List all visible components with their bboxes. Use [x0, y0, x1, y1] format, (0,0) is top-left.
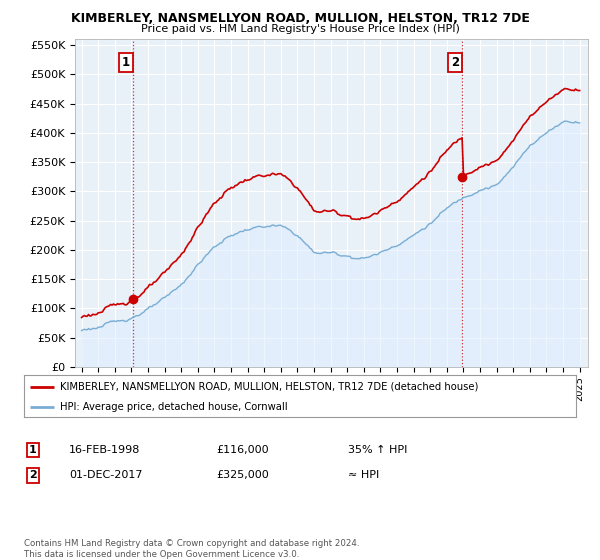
Text: 1: 1	[29, 445, 37, 455]
Text: 1: 1	[122, 55, 130, 68]
Text: KIMBERLEY, NANSMELLYON ROAD, MULLION, HELSTON, TR12 7DE: KIMBERLEY, NANSMELLYON ROAD, MULLION, HE…	[71, 12, 529, 25]
Text: £325,000: £325,000	[216, 470, 269, 480]
Text: KIMBERLEY, NANSMELLYON ROAD, MULLION, HELSTON, TR12 7DE (detached house): KIMBERLEY, NANSMELLYON ROAD, MULLION, HE…	[60, 382, 478, 392]
Text: HPI: Average price, detached house, Cornwall: HPI: Average price, detached house, Corn…	[60, 402, 287, 412]
Text: 2: 2	[451, 55, 459, 68]
Text: 01-DEC-2017: 01-DEC-2017	[69, 470, 143, 480]
Text: 16-FEB-1998: 16-FEB-1998	[69, 445, 140, 455]
Text: 35% ↑ HPI: 35% ↑ HPI	[348, 445, 407, 455]
Text: Price paid vs. HM Land Registry's House Price Index (HPI): Price paid vs. HM Land Registry's House …	[140, 24, 460, 34]
Text: Contains HM Land Registry data © Crown copyright and database right 2024.
This d: Contains HM Land Registry data © Crown c…	[24, 539, 359, 559]
Text: £116,000: £116,000	[216, 445, 269, 455]
Text: ≈ HPI: ≈ HPI	[348, 470, 379, 480]
Text: 2: 2	[29, 470, 37, 480]
